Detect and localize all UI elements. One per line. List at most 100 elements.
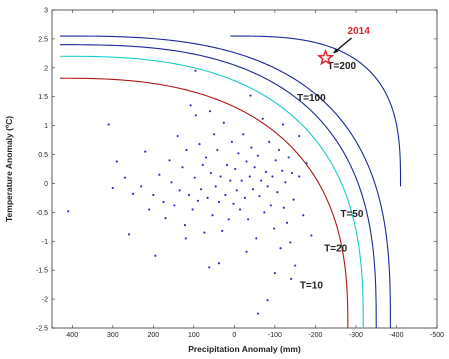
x-axis-ticks: 400 300 200 100 0 -100 -200 -300 -400 -500 bbox=[66, 10, 444, 339]
data-point bbox=[152, 193, 155, 197]
x-tick-label: -100 bbox=[268, 332, 282, 339]
data-point bbox=[232, 202, 235, 205]
data-point bbox=[268, 140, 271, 143]
data-point bbox=[208, 110, 212, 113]
x-tick-label: -200 bbox=[308, 332, 322, 339]
curve-label: T=100 bbox=[297, 93, 326, 104]
data-point bbox=[204, 156, 208, 159]
curve-label: T=10 bbox=[300, 281, 324, 292]
data-point bbox=[266, 299, 269, 302]
data-point bbox=[238, 208, 242, 211]
x-tick-label: -400 bbox=[389, 332, 403, 339]
data-point bbox=[178, 189, 181, 192]
data-point bbox=[217, 200, 221, 204]
data-point bbox=[298, 175, 301, 178]
y-tick-label: 2.5 bbox=[38, 36, 48, 43]
data-point bbox=[227, 218, 230, 221]
data-point bbox=[294, 264, 297, 267]
data-point bbox=[170, 181, 173, 184]
data-point bbox=[164, 217, 167, 220]
curve-t-200 bbox=[230, 35, 402, 187]
data-point bbox=[173, 204, 176, 207]
data-point bbox=[256, 154, 259, 157]
data-point bbox=[181, 166, 184, 169]
data-point bbox=[219, 175, 222, 178]
curve-t-50 bbox=[60, 44, 377, 329]
data-point bbox=[258, 195, 261, 198]
data-point bbox=[249, 94, 252, 97]
data-point bbox=[305, 162, 308, 165]
data-point bbox=[200, 188, 203, 191]
data-point bbox=[269, 204, 272, 207]
return-period-curves bbox=[60, 35, 402, 329]
data-point bbox=[131, 192, 135, 195]
data-point bbox=[222, 121, 225, 124]
data-point bbox=[221, 229, 224, 232]
data-point bbox=[107, 123, 110, 126]
data-point bbox=[255, 237, 258, 240]
star-marker bbox=[316, 48, 335, 66]
data-point bbox=[229, 179, 232, 182]
data-point bbox=[224, 193, 227, 197]
curve-t-10 bbox=[60, 77, 349, 329]
data-point bbox=[235, 189, 238, 192]
annotation-arrowhead bbox=[333, 48, 339, 53]
plot-frame bbox=[51, 9, 438, 329]
data-point bbox=[284, 181, 287, 184]
curve-label: T=20 bbox=[324, 244, 348, 255]
data-point bbox=[245, 250, 248, 253]
data-point bbox=[243, 196, 247, 200]
data-point bbox=[281, 123, 285, 126]
data-point bbox=[115, 160, 118, 163]
data-point bbox=[310, 234, 313, 237]
y-tick-label: 1 bbox=[44, 123, 48, 130]
data-point bbox=[271, 175, 274, 178]
data-point bbox=[203, 231, 206, 234]
data-point bbox=[196, 199, 199, 202]
data-point bbox=[144, 150, 147, 153]
data-point bbox=[277, 148, 281, 152]
y-tick-label: -1 bbox=[42, 239, 48, 246]
data-point bbox=[237, 152, 240, 155]
data-point bbox=[264, 170, 268, 173]
marker-2014: 2014 bbox=[316, 26, 371, 66]
data-point bbox=[273, 271, 276, 275]
curve-t-100 bbox=[60, 35, 391, 329]
data-point bbox=[201, 163, 204, 167]
data-point bbox=[206, 196, 209, 200]
data-point bbox=[211, 214, 214, 217]
data-point bbox=[292, 198, 295, 201]
data-point bbox=[256, 312, 259, 315]
data-point bbox=[168, 159, 171, 162]
x-tick-label: -300 bbox=[349, 332, 363, 339]
data-point bbox=[281, 169, 284, 172]
y-tick-label: 3 bbox=[44, 8, 48, 15]
curve-labels: T=200 T=100 T=50 T=20 T=10 bbox=[297, 61, 364, 292]
data-point bbox=[185, 148, 188, 152]
y-axis-ticks: 3 2.5 2 1.5 1 0.5 0 -0.5 -1 -1.5 -2 -2.5 bbox=[36, 8, 437, 333]
data-point bbox=[183, 223, 187, 227]
data-point bbox=[247, 218, 250, 221]
y-tick-label: -2.5 bbox=[36, 326, 48, 333]
data-point bbox=[240, 179, 243, 182]
data-point bbox=[272, 227, 276, 230]
y-axis-label: Temperature Anomaly (ºC) bbox=[4, 116, 14, 222]
data-point bbox=[230, 140, 234, 143]
data-point bbox=[189, 104, 192, 107]
data-point bbox=[279, 247, 282, 250]
data-point bbox=[111, 186, 114, 190]
data-point bbox=[184, 237, 187, 240]
data-point bbox=[140, 185, 143, 188]
data-point bbox=[214, 185, 217, 188]
x-tick-label: 400 bbox=[66, 332, 78, 339]
data-point bbox=[242, 133, 245, 136]
data-point bbox=[67, 210, 70, 213]
data-point bbox=[290, 171, 294, 175]
data-point bbox=[191, 208, 194, 211]
curve-t-20 bbox=[60, 55, 364, 329]
data-point bbox=[253, 166, 256, 169]
y-tick-label: 2 bbox=[44, 65, 48, 72]
annotation-2014-label: 2014 bbox=[348, 26, 371, 37]
data-point bbox=[193, 176, 196, 179]
